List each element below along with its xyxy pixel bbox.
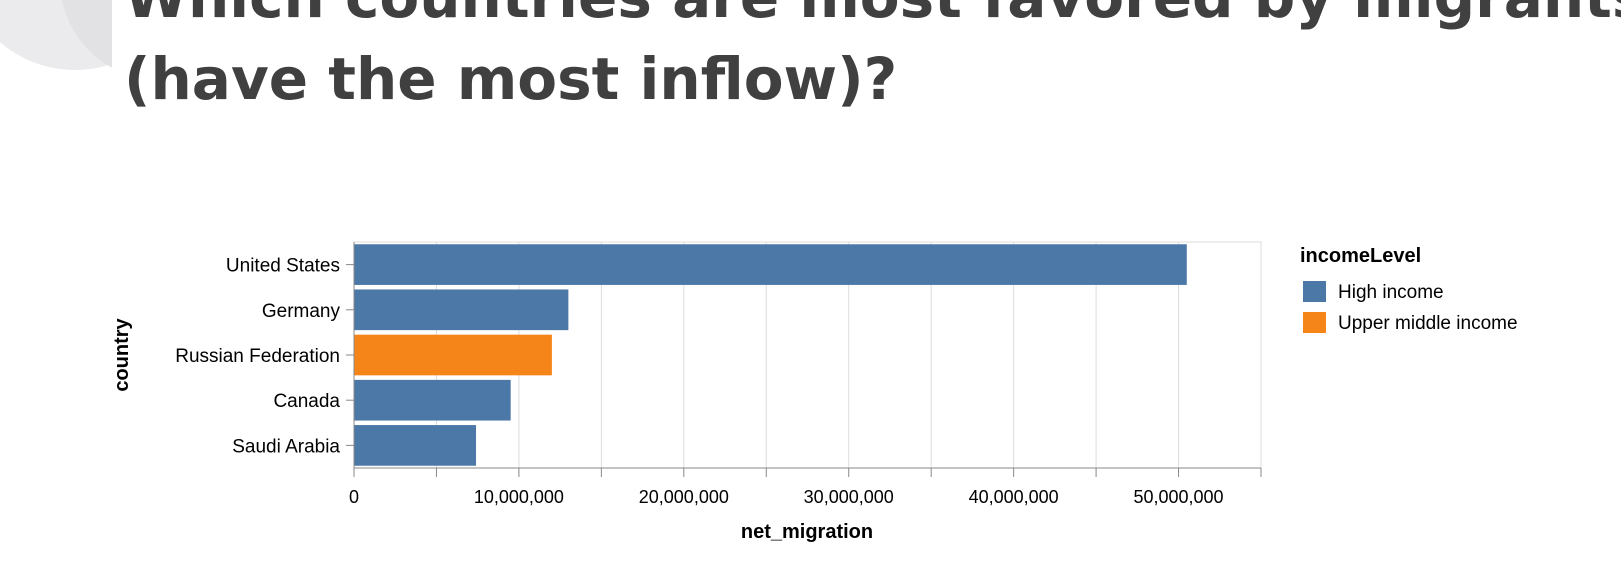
slide-title-line-1: Which countries are most favored by migr… [124,0,1621,38]
decorative-mask [112,0,312,120]
slide-title: Which countries are most favored by migr… [124,0,1621,120]
legend-swatch [1303,312,1326,333]
x-tick-label: 0 [349,487,359,507]
x-tick-label: 50,000,000 [1133,487,1223,507]
bar [354,425,477,466]
y-tick-label: United States [226,256,340,277]
y-axis-title: country [111,317,133,391]
legend: incomeLevel High income Upper middle inco… [1300,245,1518,334]
bars [354,244,1187,466]
x-tick-label: 40,000,000 [969,487,1059,507]
x-axis-title: net_migration [741,521,873,543]
x-tick-label: 10,000,000 [474,487,564,507]
y-tick-label: Canada [273,391,340,412]
bar [354,289,569,331]
legend-label: Upper middle income [1338,313,1518,334]
legend-title: incomeLevel [1300,245,1421,267]
y-tick-label: Germany [262,301,341,322]
y-tick-label: Saudi Arabia [232,436,340,457]
y-axis: United States Germany Russian Federation Ca… [175,242,355,468]
legend-swatch [1303,281,1326,302]
bar [354,244,1187,285]
legend-label: High income [1338,282,1444,303]
slide-title-line-2: (have the most inflow)? [124,45,898,113]
x-tick-label: 20,000,000 [639,487,729,507]
bar [354,379,511,421]
x-tick-label: 30,000,000 [804,487,894,507]
y-tick-label: Russian Federation [175,346,340,367]
bar [354,334,552,376]
x-axis: 0 10,000,000 20,000,000 30,000,000 40,000,00… [349,467,1262,507]
